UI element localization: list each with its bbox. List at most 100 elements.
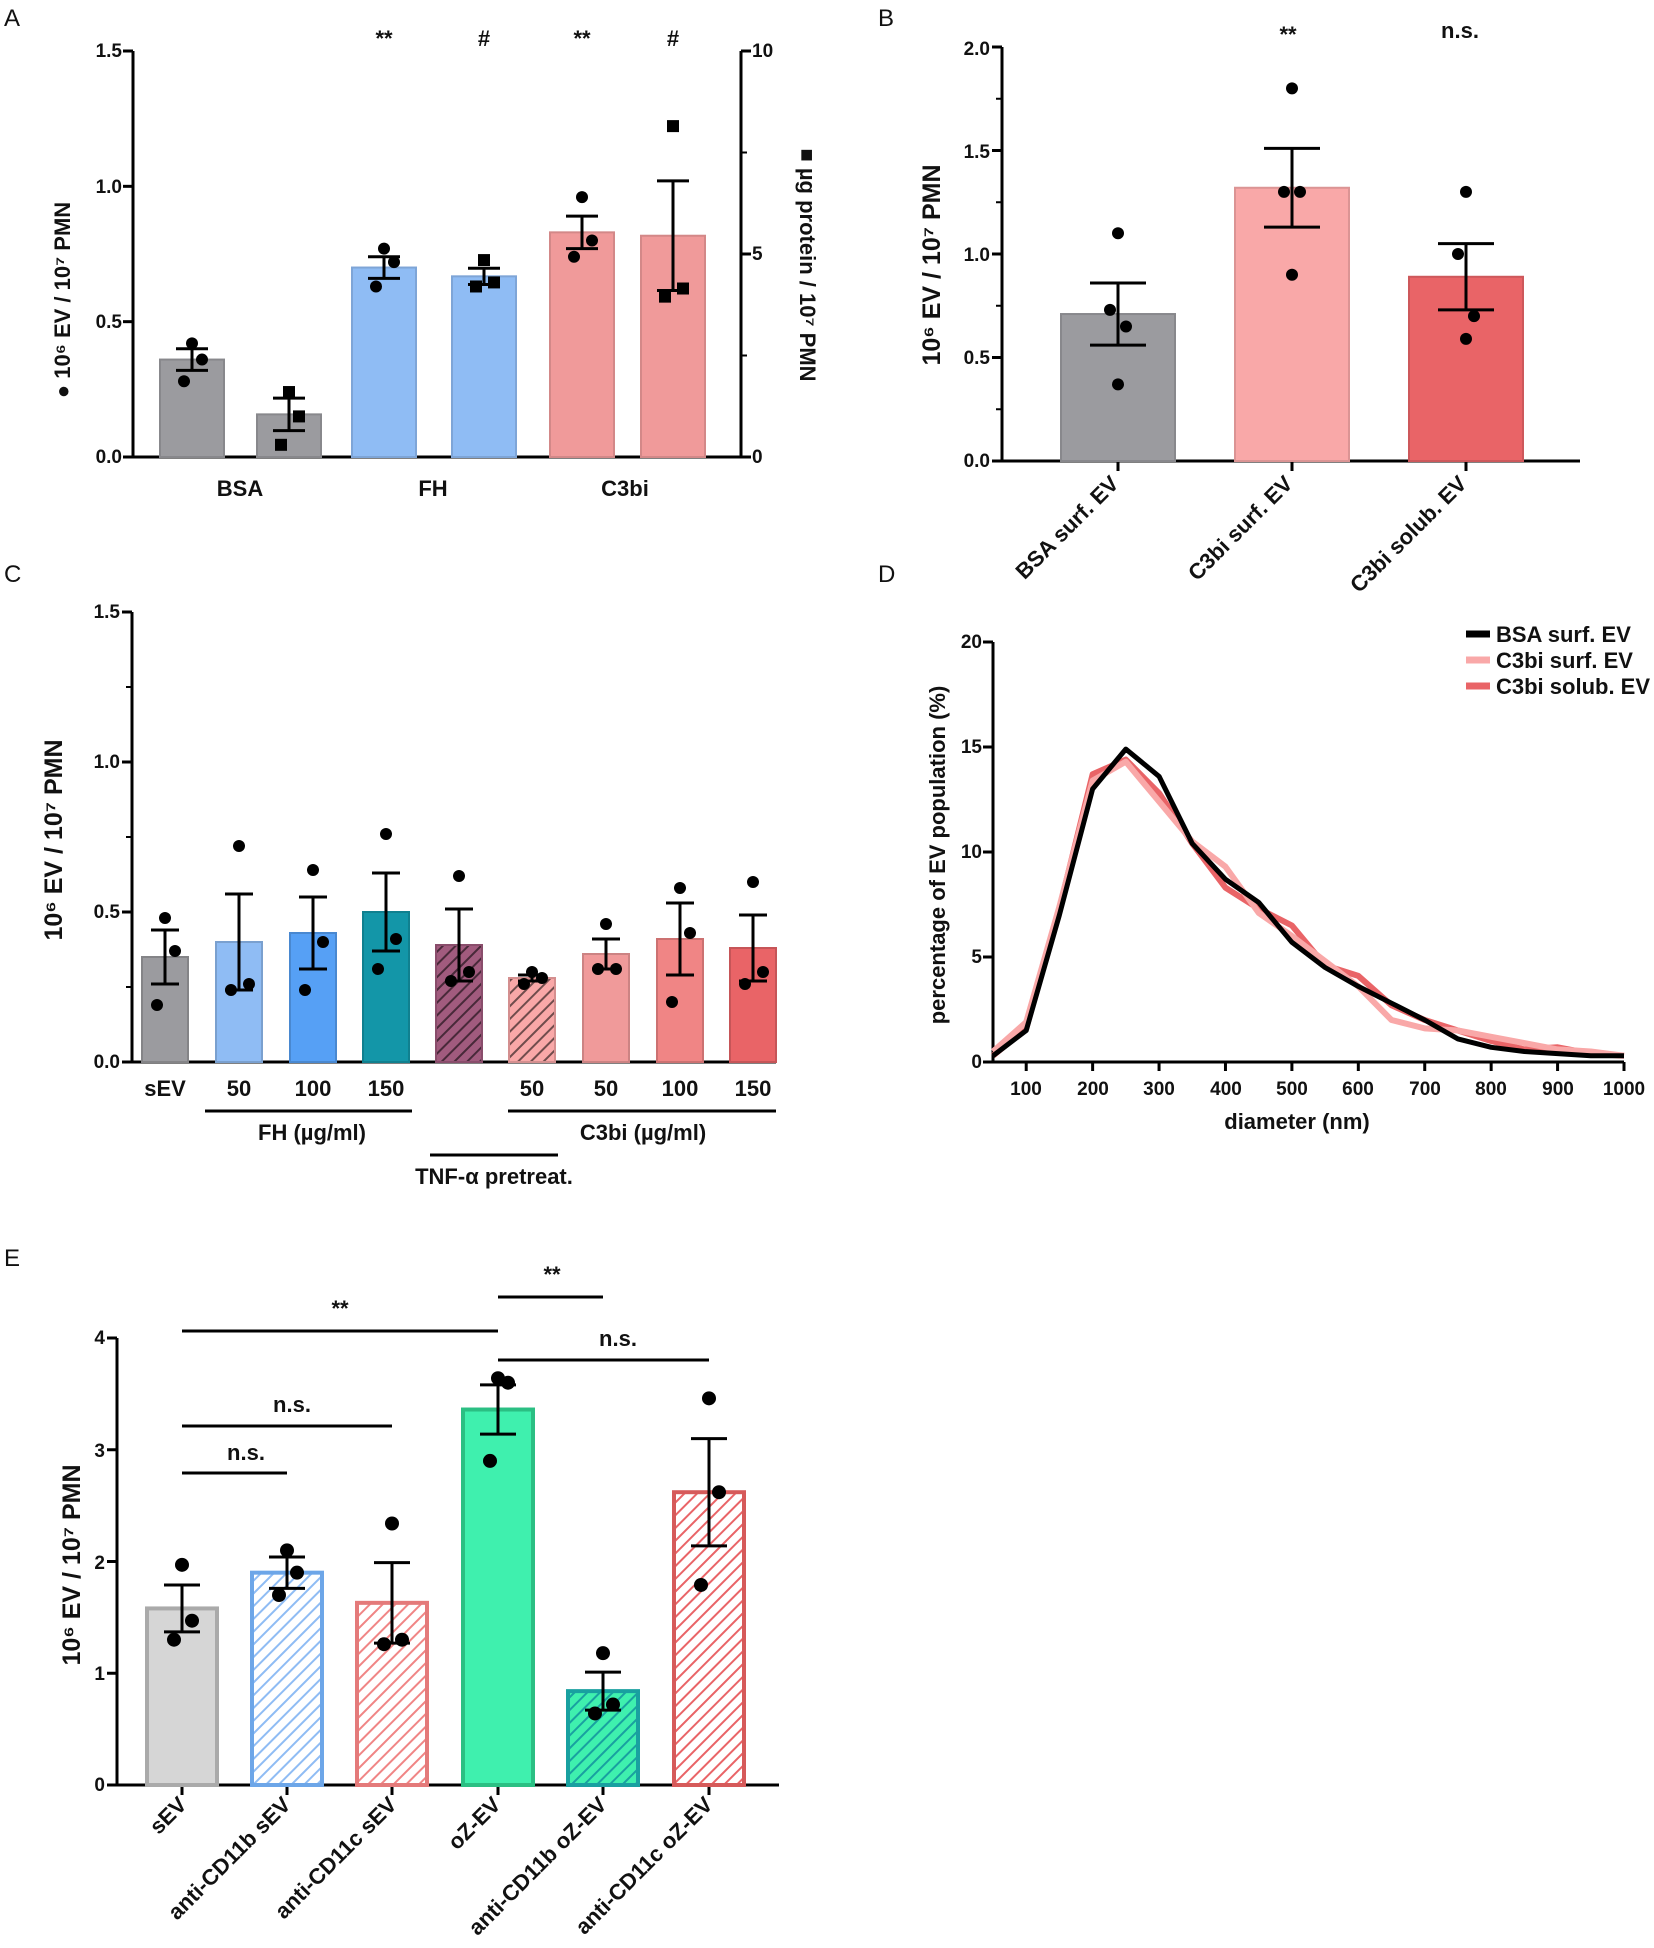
legend-label-bsa: BSA surf. EV xyxy=(1496,622,1631,647)
panel-b-ytick: 0.5 xyxy=(964,348,991,369)
panel-e-data-point xyxy=(167,1632,181,1647)
panel-a-bar xyxy=(351,266,417,458)
panel-c-bar xyxy=(729,947,777,1063)
panel-b-data-point xyxy=(1460,332,1472,345)
panel-e-data-point xyxy=(185,1613,199,1628)
panel-b-significance: ** xyxy=(1279,22,1297,47)
panel-e-bar xyxy=(145,1606,219,1788)
panel-c-data-point xyxy=(536,972,548,984)
panel-c-ytick: 1.0 xyxy=(94,752,120,773)
panel-c-data-point xyxy=(666,996,678,1008)
panel-e-comparison-label: n.s. xyxy=(273,1392,311,1417)
panel-b-data-point xyxy=(1468,310,1480,323)
panel-a-group-label: FH xyxy=(418,476,447,501)
panel-c-tnf-group-label: TNF-α pretreat. xyxy=(415,1164,573,1189)
panel-c-data-point xyxy=(600,918,612,930)
panel-c-data-point xyxy=(453,870,465,882)
panel-a-ytick-left: 0.5 xyxy=(96,312,123,333)
panel-b-ylabel: 10⁶ EV / 10⁷ PMN xyxy=(918,164,946,365)
panel-e-comparison-label: n.s. xyxy=(227,1440,265,1465)
panel-e-data-point xyxy=(385,1516,399,1531)
panel-c-data-point xyxy=(243,978,255,990)
panel-b-data-point xyxy=(1286,82,1298,95)
chart-panel-b: 10⁶ EV / 10⁷ PMN 0.0 0.5 1.0 1.5 2.0 BSA… xyxy=(918,18,1580,597)
panel-b-bar xyxy=(1234,186,1350,462)
panel-a-data-point xyxy=(293,410,305,423)
panel-d-xtick: 600 xyxy=(1342,1079,1374,1100)
chart-panel-a: ● 10⁶ EV / 10⁷ PMN ■ µg protein / 10⁷ PM… xyxy=(50,26,820,501)
panel-d-xtick: 100 xyxy=(1010,1079,1042,1100)
panel-c-data-point xyxy=(445,975,457,987)
panel-b-data-point xyxy=(1294,185,1306,198)
panel-c-data-point xyxy=(380,828,392,840)
panel-a-data-point xyxy=(677,282,689,295)
panel-b-data-point xyxy=(1452,248,1464,260)
panel-a-ytick-left: 1.0 xyxy=(96,177,122,198)
panel-b-data-point xyxy=(1104,303,1116,316)
panel-d-xtick: 200 xyxy=(1077,1079,1109,1100)
panel-c-data-point xyxy=(739,978,751,990)
panel-d-xtick: 800 xyxy=(1475,1079,1507,1100)
panel-c-data-point xyxy=(592,963,604,975)
panel-e-data-point xyxy=(501,1375,515,1390)
panel-e-ytick: 4 xyxy=(94,1328,105,1349)
panel-a-data-point xyxy=(667,120,679,133)
panel-e-comparison-label: ** xyxy=(543,1262,561,1287)
panel-d-ytick: 20 xyxy=(961,632,982,653)
panel-a-data-point xyxy=(388,256,400,269)
panel-c-data-point xyxy=(317,936,329,948)
panel-b-data-point xyxy=(1460,185,1472,198)
panel-b-ytick: 0.0 xyxy=(964,451,990,472)
panel-a-data-point xyxy=(275,438,287,451)
panel-c-data-point xyxy=(757,966,769,978)
panel-c-data-point xyxy=(233,840,245,852)
panel-a-significance: ** xyxy=(375,26,393,51)
panel-e-data-point xyxy=(483,1453,497,1468)
panel-d-series-line xyxy=(991,758,1625,1059)
panel-b-xtick: C3bi surf. EV xyxy=(1183,471,1298,586)
panel-a-data-point xyxy=(659,290,671,303)
panel-e-data-point xyxy=(395,1632,409,1647)
panel-e-data-point xyxy=(280,1543,294,1558)
panel-label-c: C xyxy=(4,561,21,588)
panel-d-xtick: 900 xyxy=(1542,1079,1574,1100)
panel-e-ylabel: 10⁶ EV / 10⁷ PMN xyxy=(58,1464,86,1665)
panel-d-ytick: 0 xyxy=(971,1052,982,1073)
panel-a-bar xyxy=(451,275,517,458)
panel-a-group-label: C3bi xyxy=(601,476,649,501)
panel-a-left-ylabel: ● 10⁶ EV / 10⁷ PMN xyxy=(50,202,75,398)
panel-c-ytick: 0.0 xyxy=(94,1052,120,1073)
panel-c-xtick: 100 xyxy=(295,1076,332,1101)
chart-panel-e: 10⁶ EV / 10⁷ PMN 0 1 2 3 4 sEV anti-CD11… xyxy=(58,1262,779,1940)
panel-e-ytick: 1 xyxy=(94,1664,105,1685)
panel-a-bar xyxy=(549,231,615,458)
panel-c-data-point xyxy=(225,984,237,996)
panel-e-data-point xyxy=(596,1646,610,1661)
panel-d-ytick: 15 xyxy=(961,737,983,758)
panel-d-xtick: 1000 xyxy=(1603,1079,1645,1100)
panel-a-data-point xyxy=(586,234,598,247)
panel-b-ytick: 1.0 xyxy=(964,245,990,266)
panel-e-comparison-label: ** xyxy=(331,1296,349,1321)
panel-a-ytick-left: 1.5 xyxy=(96,41,123,62)
panel-b-xtick: C3bi solub. EV xyxy=(1345,471,1472,598)
panel-a-data-point xyxy=(568,250,580,263)
panel-e-data-point xyxy=(175,1557,189,1572)
panel-a-data-point xyxy=(370,280,382,293)
panel-c-fh-group-label: FH (µg/ml) xyxy=(258,1120,366,1145)
panel-label-d: D xyxy=(878,561,895,588)
panel-c-data-point xyxy=(518,978,530,990)
panel-c-data-point xyxy=(390,933,402,945)
panel-e-xtick: oZ-EV xyxy=(443,1792,506,1855)
panel-c-ylabel: 10⁶ EV / 10⁷ PMN xyxy=(40,739,68,940)
panel-d-xlabel: diameter (nm) xyxy=(1224,1109,1369,1134)
panel-c-xtick: 100 xyxy=(662,1076,699,1101)
panel-b-xtick: BSA surf. EV xyxy=(1010,471,1123,584)
panel-e-data-point xyxy=(290,1565,304,1580)
panel-d-ytick: 10 xyxy=(961,842,982,863)
panel-c-data-point xyxy=(151,999,163,1011)
panel-c-xtick: 150 xyxy=(368,1076,405,1101)
panel-a-ytick-right: 5 xyxy=(752,244,763,265)
panel-c-data-point xyxy=(372,963,384,975)
